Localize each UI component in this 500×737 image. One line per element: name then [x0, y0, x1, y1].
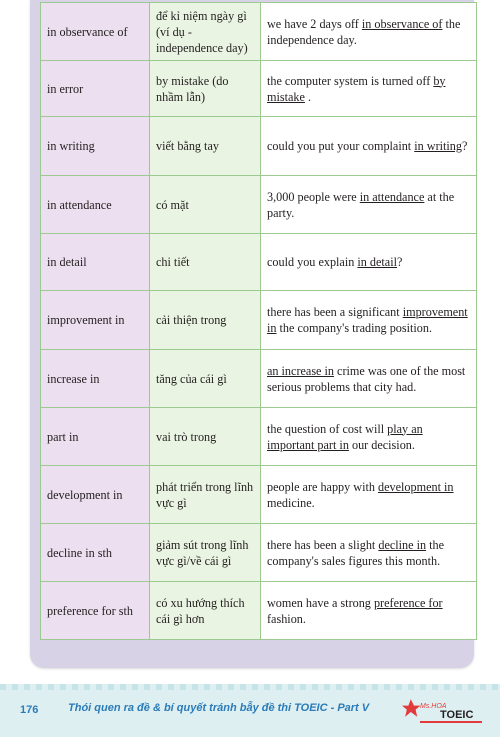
term-cell: in observance of [40, 2, 150, 61]
table-row: in observance of để kỉ niệm ngày gì (ví d… [40, 2, 477, 61]
term-cell: development in [40, 465, 150, 524]
table-row: increase in tăng của cái gì an increase in… [40, 349, 477, 408]
example-text: the independence day. [267, 16, 461, 47]
example-cell: the computer system is turned off by mis… [260, 60, 477, 117]
example-highlight: in observance of [361, 16, 443, 31]
table-row: in detail chi tiết could you explain in de… [40, 233, 477, 291]
svg-text:Ms.HOA: Ms.HOA [420, 703, 447, 710]
term-cell: in attendance [40, 175, 150, 234]
svg-text:TOEIC: TOEIC [440, 709, 473, 721]
example-highlight: development in [378, 479, 454, 494]
example-text: could you explain [267, 255, 358, 269]
term-cell: increase in [40, 349, 150, 408]
term-cell: in writing [40, 116, 150, 176]
table-row: part in vai trò trong the question of cost… [40, 407, 477, 466]
example-highlight: improvement in [267, 305, 468, 335]
example-cell: we have 2 days off in observance of the … [260, 2, 477, 61]
table-row: in writing viết bằng tay could you put you… [40, 116, 477, 176]
example-highlight: in attendance [359, 189, 425, 204]
meaning-cell: giảm sút trong lĩnh vực gì/về cái gì [149, 523, 261, 582]
example-highlight: in writing [414, 139, 462, 153]
meaning-cell: cải thiện trong [149, 290, 261, 350]
ms-hoa-toeic-logo: Ms.HOA TOEIC [402, 699, 482, 723]
term-cell: decline in sth [40, 523, 150, 582]
table-row: preference for sth có xu hướng thích cái … [40, 581, 477, 640]
example-text: we have 2 days off [267, 16, 362, 31]
example-text: the computer system is turned off [267, 73, 434, 88]
example-cell: could you put your complaint in writing? [260, 116, 477, 176]
term-cell: in error [40, 60, 150, 117]
footer-title: Thói quen ra đề & bí quyết tránh bẫy đề … [68, 702, 370, 714]
example-text: at the party. [267, 189, 455, 220]
table-row: decline in sth giảm sút trong lĩnh vực gì… [40, 523, 477, 582]
term-cell: part in [40, 407, 150, 466]
example-cell: an increase in crime was one of the most… [260, 349, 477, 408]
example-text: the company's sales figures this month. [267, 537, 444, 568]
example-text: there has been a significant [267, 305, 403, 319]
vocabulary-table-body: in observance of để kỉ niệm ngày gì (ví d… [40, 2, 477, 640]
example-cell: could you explain in detail? [260, 233, 477, 291]
example-text: women have a strong [267, 595, 374, 610]
page-number: 176 [20, 704, 39, 716]
meaning-cell: có xu hướng thích cái gì hơn [149, 581, 261, 640]
meaning-cell: by mistake (do nhầm lẫn) [149, 60, 261, 117]
meaning-cell: phát triển trong lĩnh vực gì [149, 465, 261, 524]
page-footer: 176 Thói quen ra đề & bí quyết tránh bẫy… [0, 684, 500, 737]
example-text: crime was one of the most serious proble… [267, 363, 466, 394]
example-cell: 3,000 people were in attendance at the p… [260, 175, 477, 234]
example-cell: women have a strong preference for fashi… [260, 581, 477, 640]
example-text: the question of cost will [267, 421, 388, 436]
term-cell: preference for sth [40, 581, 150, 640]
example-cell: there has been a slight decline in the c… [260, 523, 477, 582]
table-row: development in phát triển trong lĩnh vực … [40, 465, 477, 524]
example-text: ? [396, 255, 403, 269]
example-cell: the question of cost will play an import… [260, 407, 477, 466]
example-highlight: play an important part in [267, 421, 423, 452]
example-cell: there has been a significant improvement… [260, 290, 477, 350]
term-cell: improvement in [40, 290, 150, 350]
example-text: could you put your complaint [267, 139, 415, 153]
meaning-cell: viết bằng tay [149, 116, 261, 176]
example-text: the company's trading position. [276, 321, 433, 335]
example-text: fashion. [267, 611, 306, 626]
example-text: our decision. [348, 437, 415, 452]
term-cell: in detail [40, 233, 150, 291]
example-highlight: by mistake [267, 73, 446, 104]
example-text: medicine. [267, 495, 315, 510]
example-highlight: preference for [373, 595, 443, 610]
table-row: improvement in cải thiện trong there has b… [40, 290, 477, 350]
table-row: in error by mistake (do nhầm lẫn) the comp… [40, 60, 477, 117]
example-highlight: in detail [357, 255, 397, 269]
example-cell: people are happy with development in med… [260, 465, 477, 524]
example-highlight: decline in [378, 537, 427, 552]
example-text: there has been a slight [267, 537, 379, 552]
example-text: . [304, 89, 312, 104]
meaning-cell: chi tiết [149, 233, 261, 291]
footer-stripe [0, 684, 500, 690]
meaning-cell: để kỉ niệm ngày gì (ví dụ - independence… [149, 2, 261, 61]
meaning-cell: tăng của cái gì [149, 349, 261, 408]
example-text: ? [461, 139, 468, 153]
table-row: in attendance có mặt 3,000 people were in … [40, 175, 477, 234]
example-text: 3,000 people were [267, 189, 360, 204]
vocabulary-table: in observance of để kỉ niệm ngày gì (ví d… [40, 2, 477, 640]
example-highlight: an increase in [267, 363, 334, 378]
meaning-cell: có mặt [149, 175, 261, 234]
meaning-cell: vai trò trong [149, 407, 261, 466]
example-text: people are happy with [267, 479, 379, 494]
